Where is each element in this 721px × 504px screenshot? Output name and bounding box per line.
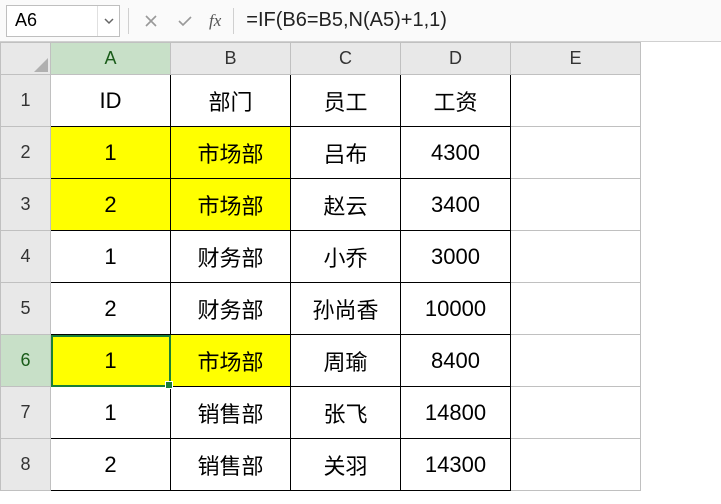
row-header-1[interactable]: 1: [1, 75, 51, 127]
row-2: 21市场部吕布4300: [1, 127, 641, 179]
name-box[interactable]: [7, 8, 97, 33]
cell-D1[interactable]: 工资: [401, 75, 511, 127]
cell-E8[interactable]: [511, 439, 641, 491]
cell-E1[interactable]: [511, 75, 641, 127]
cell-E7[interactable]: [511, 387, 641, 439]
spreadsheet-grid: ABCDE 1ID部门员工工资21市场部吕布430032市场部赵云340041财…: [0, 42, 641, 491]
row-header-3[interactable]: 3: [1, 179, 51, 231]
row-5: 52财务部孙尚香10000: [1, 283, 641, 335]
col-header-D[interactable]: D: [401, 43, 511, 75]
row-header-7[interactable]: 7: [1, 387, 51, 439]
cell-A7[interactable]: 1: [51, 387, 171, 439]
row-4: 41财务部小乔3000: [1, 231, 641, 283]
col-header-B[interactable]: B: [171, 43, 291, 75]
cell-B4[interactable]: 财务部: [171, 231, 291, 283]
cell-B5[interactable]: 财务部: [171, 283, 291, 335]
name-box-dropdown[interactable]: [97, 6, 119, 36]
cell-B6[interactable]: 市场部: [171, 335, 291, 387]
col-header-A[interactable]: A: [51, 43, 171, 75]
col-header-E[interactable]: E: [511, 43, 641, 75]
name-box-container: [6, 5, 120, 37]
cell-B3[interactable]: 市场部: [171, 179, 291, 231]
cell-D3[interactable]: 3400: [401, 179, 511, 231]
row-6: 61市场部周瑜8400: [1, 335, 641, 387]
cell-E3[interactable]: [511, 179, 641, 231]
cell-D2[interactable]: 4300: [401, 127, 511, 179]
row-header-4[interactable]: 4: [1, 231, 51, 283]
cell-B2[interactable]: 市场部: [171, 127, 291, 179]
cell-C3[interactable]: 赵云: [291, 179, 401, 231]
cell-D5[interactable]: 10000: [401, 283, 511, 335]
cell-A5[interactable]: 2: [51, 283, 171, 335]
cell-E6[interactable]: [511, 335, 641, 387]
cell-D8[interactable]: 14300: [401, 439, 511, 491]
cell-B7[interactable]: 销售部: [171, 387, 291, 439]
cell-E2[interactable]: [511, 127, 641, 179]
cell-C8[interactable]: 关羽: [291, 439, 401, 491]
row-1: 1ID部门员工工资: [1, 75, 641, 127]
cell-A4[interactable]: 1: [51, 231, 171, 283]
confirm-icon[interactable]: [171, 7, 199, 35]
cell-D7[interactable]: 14800: [401, 387, 511, 439]
cell-C2[interactable]: 吕布: [291, 127, 401, 179]
formula-input[interactable]: [242, 7, 715, 34]
cell-A1[interactable]: ID: [51, 75, 171, 127]
cell-A3[interactable]: 2: [51, 179, 171, 231]
cell-B8[interactable]: 销售部: [171, 439, 291, 491]
cell-C5[interactable]: 孙尚香: [291, 283, 401, 335]
column-header-row: ABCDE: [1, 43, 641, 75]
row-7: 71销售部张飞14800: [1, 387, 641, 439]
cell-C1[interactable]: 员工: [291, 75, 401, 127]
formula-bar-row: fx: [0, 0, 721, 42]
divider: [233, 8, 234, 34]
cell-E5[interactable]: [511, 283, 641, 335]
divider: [128, 8, 129, 34]
row-8: 82销售部关羽14300: [1, 439, 641, 491]
cancel-icon[interactable]: [137, 7, 165, 35]
cell-B1[interactable]: 部门: [171, 75, 291, 127]
cell-C7[interactable]: 张飞: [291, 387, 401, 439]
cell-C4[interactable]: 小乔: [291, 231, 401, 283]
cell-A8[interactable]: 2: [51, 439, 171, 491]
cell-D4[interactable]: 3000: [401, 231, 511, 283]
cell-E4[interactable]: [511, 231, 641, 283]
row-header-8[interactable]: 8: [1, 439, 51, 491]
cell-C6[interactable]: 周瑜: [291, 335, 401, 387]
row-3: 32市场部赵云3400: [1, 179, 641, 231]
row-header-5[interactable]: 5: [1, 283, 51, 335]
cell-A2[interactable]: 1: [51, 127, 171, 179]
cell-A6[interactable]: 1: [51, 335, 171, 387]
row-header-6[interactable]: 6: [1, 335, 51, 387]
row-header-2[interactable]: 2: [1, 127, 51, 179]
select-all-corner[interactable]: [1, 43, 51, 75]
col-header-C[interactable]: C: [291, 43, 401, 75]
cell-D6[interactable]: 8400: [401, 335, 511, 387]
fx-label[interactable]: fx: [205, 11, 225, 31]
